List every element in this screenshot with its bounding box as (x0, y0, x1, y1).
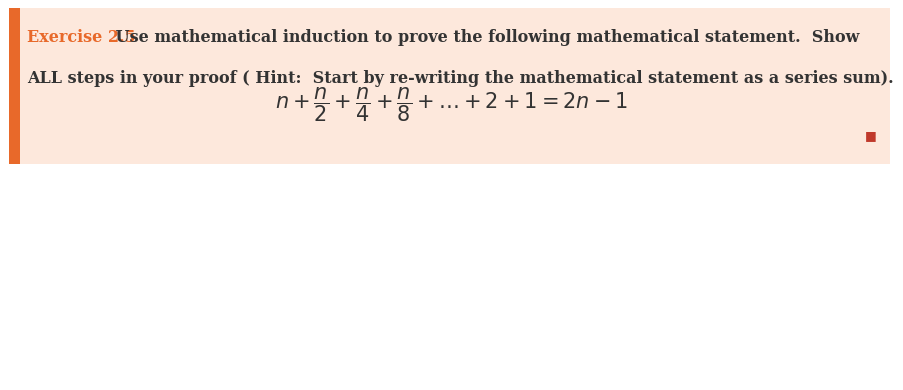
FancyBboxPatch shape (9, 8, 889, 164)
Text: Use mathematical induction to prove the following mathematical statement.  Show: Use mathematical induction to prove the … (110, 29, 859, 46)
FancyBboxPatch shape (9, 8, 20, 164)
Text: Exercise 2.5: Exercise 2.5 (27, 29, 135, 46)
Text: $\blacksquare$: $\blacksquare$ (863, 130, 876, 144)
Text: ALL steps in your proof ( Hint:  Start by re-writing the mathematical statement : ALL steps in your proof ( Hint: Start by… (27, 70, 893, 87)
Text: $n+\dfrac{n}{2}+\dfrac{n}{4}+\dfrac{n}{8}+\ldots+2+1=2n-1$: $n+\dfrac{n}{2}+\dfrac{n}{4}+\dfrac{n}{8… (275, 85, 628, 124)
